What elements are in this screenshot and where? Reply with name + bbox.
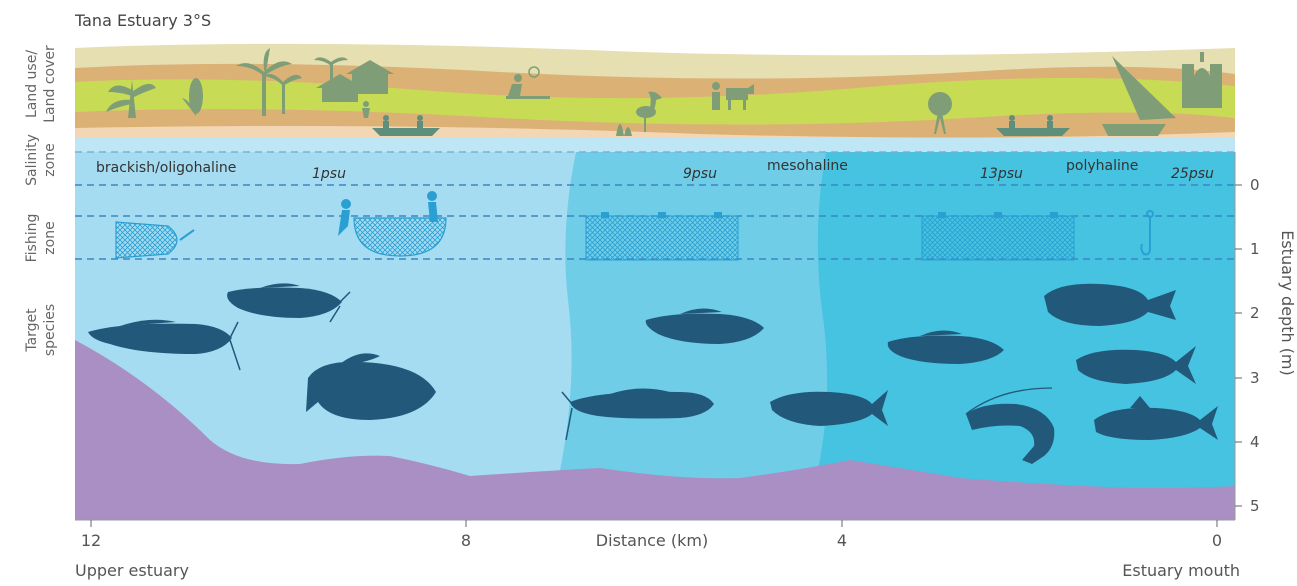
psu-mark-13: 13psu	[980, 166, 1023, 182]
svg-text:Target: Target	[24, 308, 40, 353]
depth-tick-3: 3	[1250, 369, 1260, 387]
depth-tick-4: 4	[1250, 433, 1260, 451]
svg-text:Land use/: Land use/	[24, 50, 40, 118]
village-houses-icon	[314, 57, 394, 118]
river-surface	[75, 138, 1235, 152]
fish-hook-icon	[1140, 210, 1154, 256]
corn-cob-icon	[182, 78, 203, 116]
depth-axis-label: Estuary depth (m)	[1278, 230, 1297, 376]
svg-text:species: species	[42, 304, 58, 356]
shrimp-icon	[965, 387, 1055, 464]
distance-tick-0: 0	[1212, 531, 1222, 550]
depth-tick-0: 0	[1250, 176, 1260, 194]
mosque-icon	[1182, 52, 1222, 108]
herring-icon-1	[770, 390, 888, 426]
psu-mark-25: 25psu	[1171, 166, 1214, 182]
herring-icon-2	[1076, 346, 1196, 384]
catfish-icon-1	[88, 319, 241, 371]
row-label-land: Land use/ Land cover	[24, 45, 58, 123]
catfish-icon-3	[645, 308, 764, 344]
depth-tick-2: 2	[1250, 304, 1260, 322]
zone-label-mesohaline: mesohaline	[767, 158, 848, 174]
snapper-icon-1	[306, 353, 436, 420]
catfish-icon-2	[227, 283, 351, 323]
distance-tick-4: 4	[837, 531, 847, 550]
seine-net-icon	[338, 191, 447, 257]
herder-cow-icon	[712, 82, 754, 110]
svg-text:Salinity: Salinity	[24, 134, 40, 186]
zone-label-brackish: brackish/oligohaline	[96, 160, 236, 176]
depth-tick-5: 5	[1250, 497, 1260, 515]
canoe-icon-1	[372, 115, 440, 136]
maize-crop-icon	[106, 80, 156, 118]
svg-text:Land cover: Land cover	[42, 45, 58, 123]
row-label-fishing: Fishing zone	[24, 214, 58, 263]
palm-trees-icon	[236, 48, 302, 116]
svg-text:Fishing: Fishing	[24, 214, 40, 263]
gillnet-poly-icon	[921, 212, 1075, 261]
land-use-icons	[106, 48, 1222, 136]
distance-tick-12: 12	[81, 531, 101, 550]
svg-text:zone: zone	[42, 221, 58, 254]
gillnet-meso-icon	[585, 212, 739, 261]
upper-estuary-label: Upper estuary	[75, 561, 189, 580]
canoe-icon-2	[996, 115, 1070, 136]
svg-text:zone: zone	[42, 143, 58, 176]
egret-icon	[616, 91, 662, 136]
diagram-title: Tana Estuary 3°S	[74, 11, 211, 30]
catfish-icon-4	[561, 388, 714, 441]
fish-trap-icon	[115, 221, 195, 259]
distance-axis: 12 8 4 0 Distance (km) Upper estuary Est…	[75, 519, 1240, 580]
mangrove-tree-icon	[928, 92, 952, 134]
depth-axis: 0 1 2 3 4 5 Estuary depth (m)	[1234, 152, 1297, 520]
distance-axis-label: Distance (km)	[596, 531, 708, 550]
row-label-salinity: Salinity zone	[24, 134, 58, 186]
zone-label-polyhaline: polyhaline	[1066, 158, 1138, 174]
farmer-tending-icon	[506, 66, 550, 99]
row-label-target: Target species	[24, 304, 58, 356]
fishing-gear	[115, 191, 1154, 261]
target-species	[88, 283, 1218, 464]
canoes-icons	[372, 115, 1070, 136]
water-zones	[75, 152, 1235, 520]
seabed	[75, 340, 1235, 520]
catfish-icon-5	[887, 330, 1004, 364]
estuary-mouth-label: Estuary mouth	[1122, 561, 1240, 580]
psu-mark-1: 1psu	[312, 166, 346, 182]
distance-tick-8: 8	[461, 531, 471, 550]
depth-tick-1: 1	[1250, 240, 1260, 258]
grouper-icon	[1044, 283, 1176, 326]
mullet-icon	[1094, 396, 1218, 440]
psu-mark-9: 9psu	[683, 166, 717, 182]
sailing-dhow-icon	[1102, 56, 1176, 136]
